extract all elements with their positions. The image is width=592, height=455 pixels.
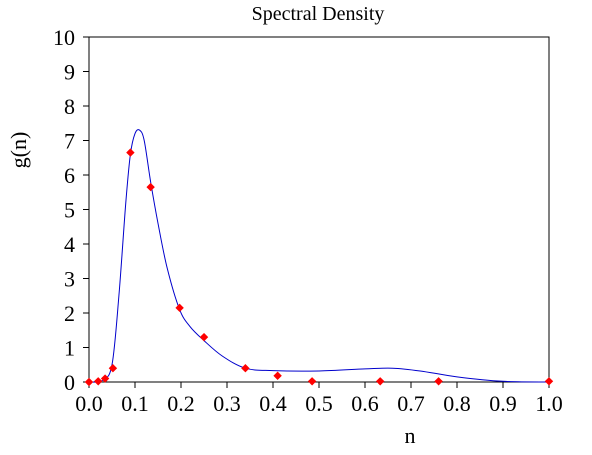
y-tick-label: 9 <box>64 60 75 85</box>
data-point <box>108 363 118 373</box>
x-tick-label: 0.3 <box>213 391 241 416</box>
y-tick-label: 4 <box>64 232 75 257</box>
x-axis-ticks: 0.0 0.1 0.2 0.3 0.4 0.5 0.6 0.7 0.8 0.9 1.0 <box>75 382 563 416</box>
x-tick-label: 0.6 <box>351 391 379 416</box>
data-point <box>544 377 554 386</box>
fitted-curve <box>88 129 550 383</box>
data-point <box>93 377 103 386</box>
data-point <box>126 148 135 157</box>
data-point <box>273 371 282 380</box>
x-tick-label: 0.9 <box>489 391 517 416</box>
x-tick-label: 0.4 <box>259 391 287 416</box>
data-point <box>146 182 155 192</box>
y-tick-label: 6 <box>64 163 75 188</box>
x-tick-label: 0.1 <box>121 391 149 416</box>
data-point <box>241 363 250 373</box>
x-tick-label: 0.2 <box>167 391 195 416</box>
x-tick-label: 0.0 <box>75 391 103 416</box>
y-tick-label: 0 <box>64 370 75 395</box>
x-axis-label: n <box>405 423 416 448</box>
y-tick-label: 1 <box>64 336 75 361</box>
data-point <box>307 377 317 386</box>
y-axis-ticks: 0 1 2 3 4 5 6 7 8 9 10 <box>53 25 89 395</box>
y-tick-label: 8 <box>64 94 75 119</box>
x-tick-label: 1.0 <box>535 391 563 416</box>
y-tick-label: 7 <box>64 129 75 154</box>
data-point <box>84 377 94 387</box>
x-tick-label: 0.7 <box>397 391 425 416</box>
chart-title: Spectral Density <box>252 3 385 25</box>
data-point <box>199 332 209 342</box>
data-point <box>434 377 443 386</box>
series-layer <box>84 129 554 387</box>
y-tick-label: 3 <box>64 267 75 292</box>
plot-area <box>88 36 550 383</box>
y-tick-label: 2 <box>64 301 75 326</box>
x-tick-label: 0.5 <box>305 391 333 416</box>
data-point <box>100 374 110 383</box>
x-tick-label: 0.8 <box>443 391 471 416</box>
y-axis-label: g(n) <box>6 132 31 169</box>
data-point <box>175 303 184 313</box>
y-tick-label: 5 <box>64 198 75 223</box>
y-tick-label: 10 <box>53 25 75 50</box>
data-point <box>375 377 385 386</box>
